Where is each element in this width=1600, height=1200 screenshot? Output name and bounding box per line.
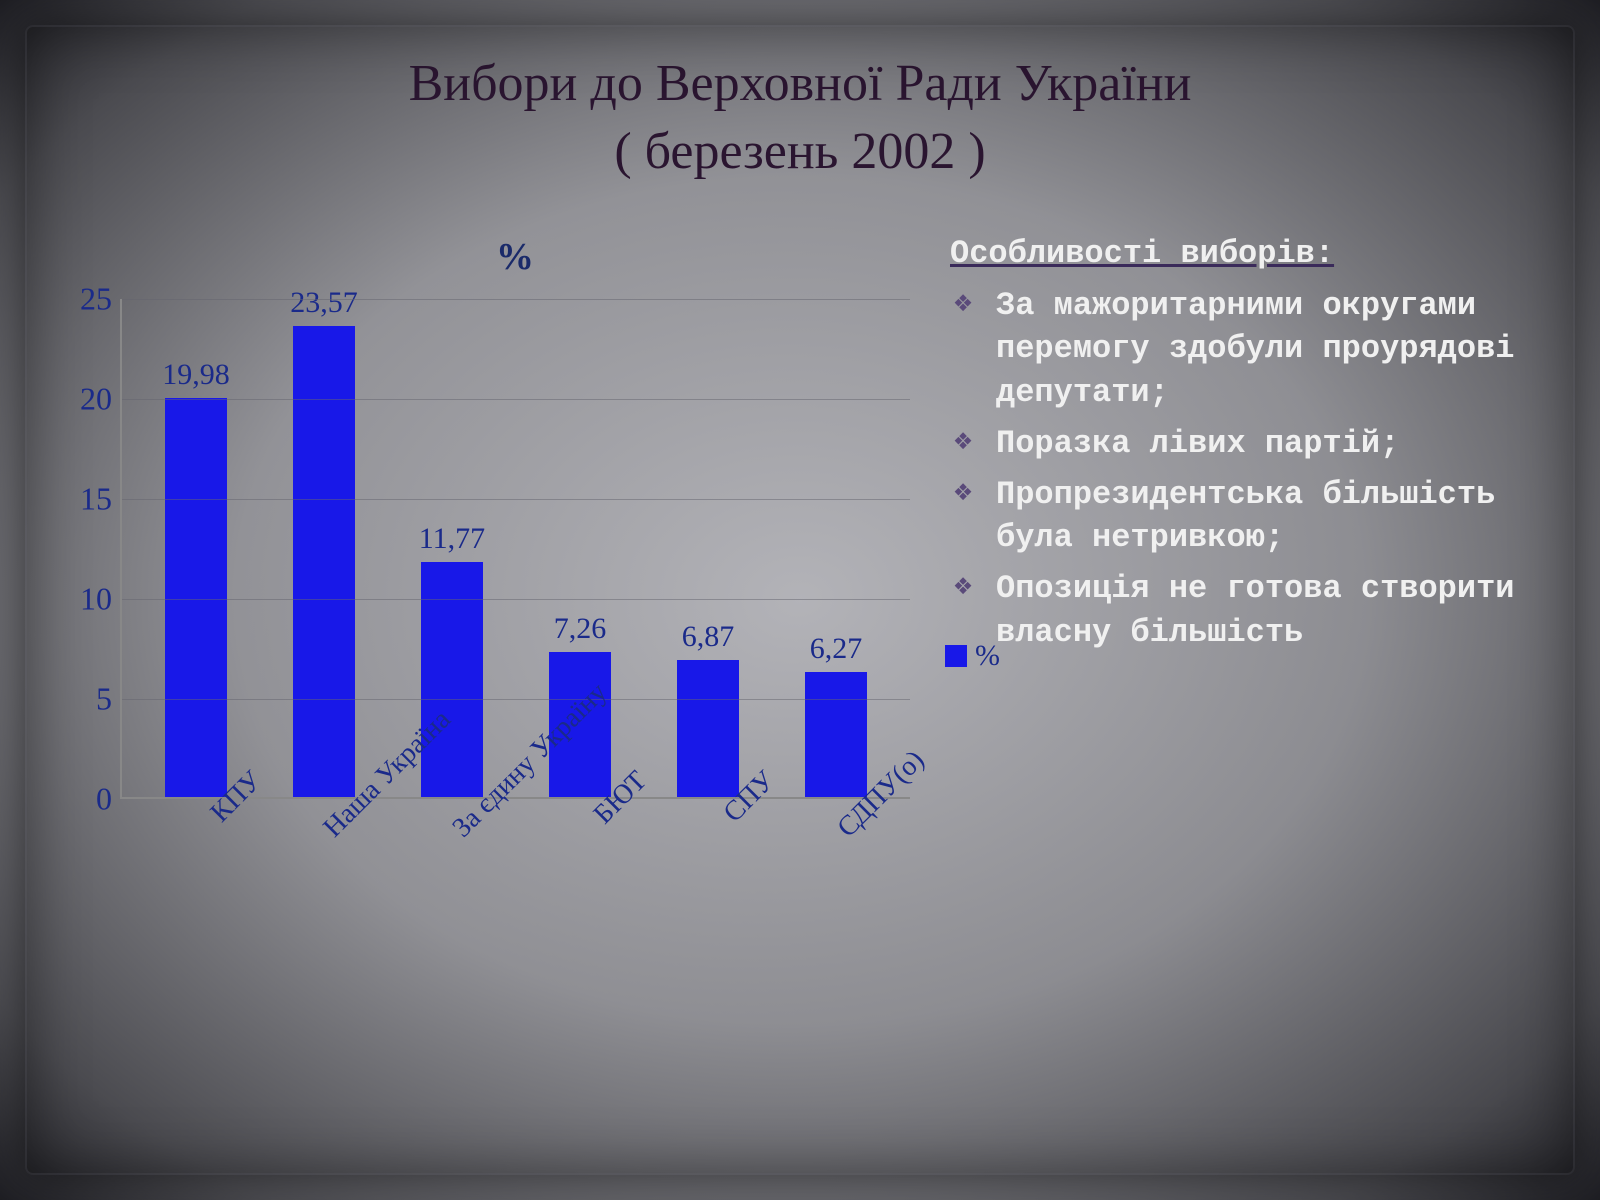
bars-container: 19,9823,5711,777,266,876,27 <box>122 299 910 797</box>
bar-value-label: 7,26 <box>554 612 607 646</box>
x-axis-labels: КПУНаша УкраїнаЗа єдину УкраїнуБЮТСПУСДП… <box>120 745 910 925</box>
gridline <box>122 499 910 500</box>
y-tick: 15 <box>80 481 112 518</box>
feature-item: За мажоритарними округами перемогу здобу… <box>950 284 1540 414</box>
feature-item: Поразка лівих партій; <box>950 422 1540 465</box>
bar-value-label: 6,27 <box>810 632 863 666</box>
y-tick: 25 <box>80 281 112 318</box>
y-tick: 0 <box>96 781 112 818</box>
bar-value-label: 19,98 <box>162 358 230 392</box>
feature-item: Опозиція не готова створити власну більш… <box>950 567 1540 653</box>
bar-group: 19,98 <box>156 358 236 798</box>
gridline <box>122 399 910 400</box>
bar <box>293 326 355 797</box>
content-row: % 0 5 10 15 20 25 19,98 23,57 11,77 7,26 6,87 6,27… <box>60 235 1540 859</box>
gridline <box>122 699 910 700</box>
title-line-2: ( березень 2002 ) <box>614 123 985 180</box>
feature-item: Пропрезидентська більшість була нетривко… <box>950 473 1540 559</box>
slide-title: Вибори до Верховної Ради України ( берез… <box>60 50 1540 185</box>
chart-title: % <box>120 235 910 279</box>
y-tick: 10 <box>80 581 112 618</box>
bar-value-label: 11,77 <box>419 522 485 556</box>
title-line-1: Вибори до Верховної Ради України <box>409 55 1192 112</box>
gridline <box>122 599 910 600</box>
features-list: За мажоритарними округами перемогу здобу… <box>950 284 1540 654</box>
y-tick: 20 <box>80 381 112 418</box>
gridline <box>122 299 910 300</box>
features-panel: Особливості виборів: За мажоритарними ок… <box>950 235 1540 859</box>
plot-area: 19,9823,5711,777,266,876,27 <box>120 299 910 799</box>
bar <box>165 398 227 798</box>
bar-value-label: 23,57 <box>290 286 358 320</box>
y-axis: 0510152025 <box>60 299 120 799</box>
y-tick: 5 <box>96 681 112 718</box>
slide: Вибори до Верховної Ради України ( берез… <box>0 0 1600 1200</box>
features-heading: Особливості виборів: <box>950 235 1540 272</box>
bar-value-label: 6,87 <box>682 620 735 654</box>
bar-group: 23,57 <box>284 286 364 797</box>
bar-chart: % 0 5 10 15 20 25 19,98 23,57 11,77 7,26 6,87 6,27… <box>60 235 910 859</box>
